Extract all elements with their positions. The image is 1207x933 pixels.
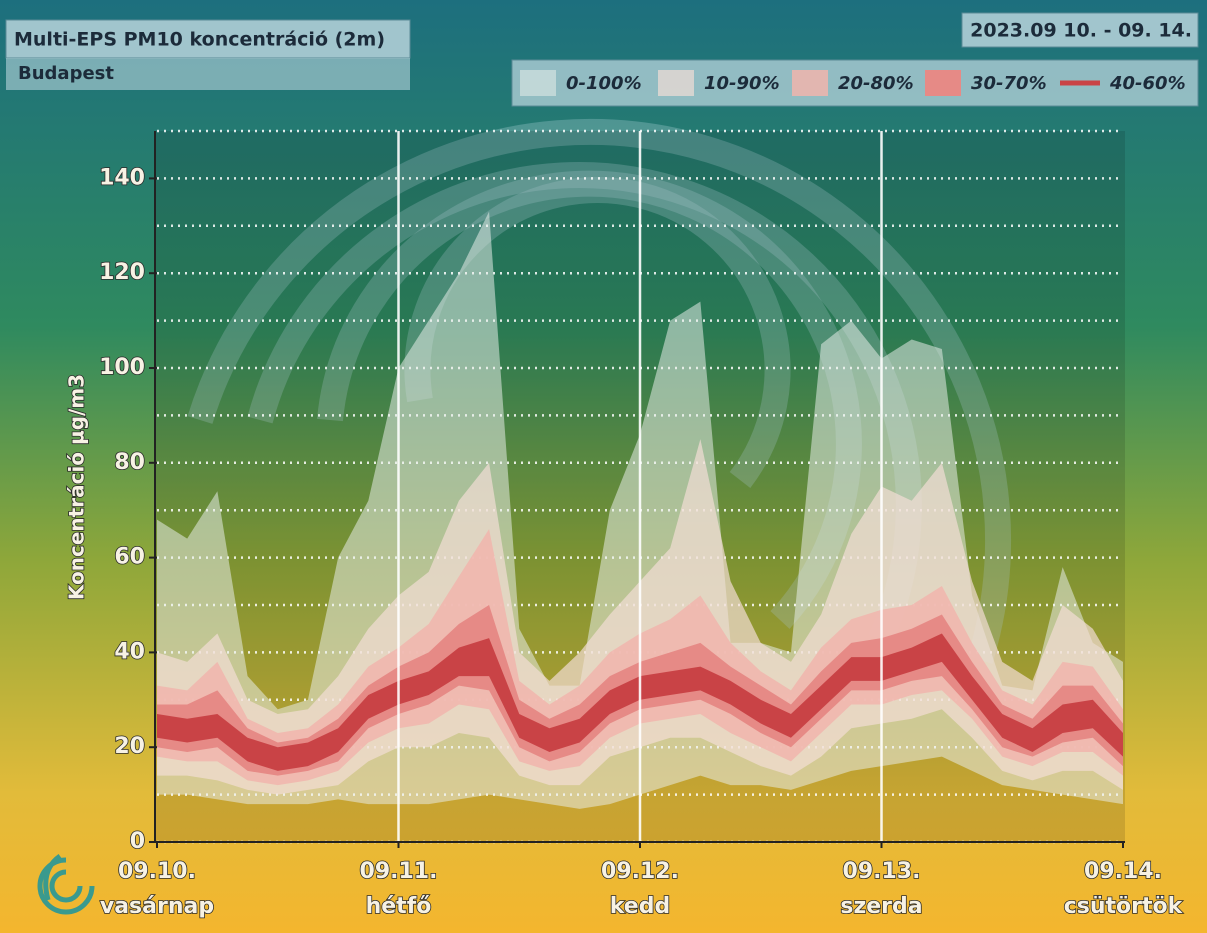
y-axis-title: Koncentráció µg/m3 [65, 374, 89, 600]
date-box [961, 12, 1199, 48]
legend-label: 10-90% [704, 73, 780, 94]
subtitle-box [6, 58, 410, 90]
y-tick-label: 20 [114, 734, 145, 759]
legend-swatch [792, 70, 828, 96]
y-tick-label: 100 [99, 355, 145, 380]
legend-label: 0-100% [566, 73, 642, 94]
y-tick-label: 0 [130, 829, 145, 854]
logo [37, 853, 95, 915]
x-tick-sublabel: vasárnap [100, 894, 214, 919]
y-tick-label: 40 [114, 639, 145, 664]
date-range: 2023.09 10. - 09. 14. [970, 20, 1192, 42]
x-tick-sublabel: kedd [610, 894, 670, 919]
x-tick-label: 09.10. [118, 859, 196, 884]
legend-label: 30-70% [971, 73, 1047, 94]
legend-swatch [658, 70, 694, 96]
title-box [5, 19, 411, 59]
plot [157, 129, 1123, 844]
y-tick-label: 120 [99, 260, 145, 285]
y-tick-label: 60 [114, 545, 145, 570]
subtitle: Budapest [18, 63, 114, 84]
y-tick-label: 80 [114, 450, 145, 475]
chart-title: Multi-EPS PM10 koncentráció (2m) [14, 29, 385, 51]
x-tick-sublabel: csütörtök [1064, 894, 1184, 919]
legend-swatch [925, 70, 961, 96]
legend-label: 20-80% [838, 73, 914, 94]
x-tick-label: 09.14. [1084, 859, 1162, 884]
x-tick-label: 09.12. [601, 859, 679, 884]
x-tick-label: 09.13. [843, 859, 921, 884]
x-tick-sublabel: szerda [840, 894, 922, 919]
x-tick-label: 09.11. [360, 859, 438, 884]
legend-label: 40-60% [1109, 73, 1186, 94]
legend-swatch [520, 70, 556, 96]
x-tick-sublabel: hétfő [366, 894, 432, 919]
legend: 0-100% 10-90% 20-80% 30-70% 40-60% [520, 70, 1186, 96]
y-tick-label: 140 [99, 165, 145, 190]
